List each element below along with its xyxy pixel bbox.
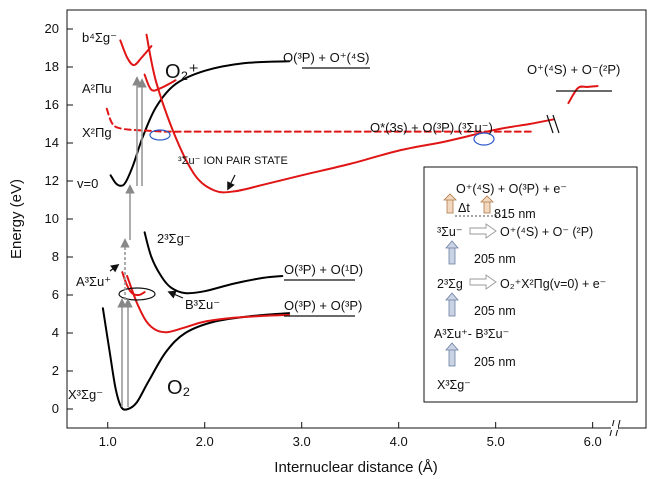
v0-label: v=0 xyxy=(77,176,98,191)
s23-label: 2³Σg⁻ xyxy=(157,231,191,246)
y-tick-label: 16 xyxy=(45,97,59,112)
crossing-circle-a-b xyxy=(118,287,156,301)
inset-arrow-205-a xyxy=(445,240,459,265)
inset-dissociation-arrow xyxy=(469,223,497,239)
y-tick-label: 20 xyxy=(45,21,59,36)
inset-ionization: O₂⁺X²Πg(v=0) + e⁻ xyxy=(500,277,606,291)
potential-curve xyxy=(145,33,555,194)
y-tick-label: 0 xyxy=(52,401,59,416)
y-tick-label: 2 xyxy=(52,363,59,378)
potential-curve xyxy=(126,275,291,334)
x-axis-break-gap xyxy=(611,426,618,430)
inset-sigma-u: ³Σu⁻ xyxy=(437,225,462,239)
crossing-circle-left xyxy=(149,129,171,141)
potential-curve xyxy=(567,85,599,105)
potential-curve xyxy=(101,307,291,411)
y-tick-label: 18 xyxy=(45,59,59,74)
y-tick-label: 6 xyxy=(52,287,59,302)
x-tick-label: 5.0 xyxy=(487,434,505,449)
b3sigma-label: B³Σu⁻ xyxy=(185,297,220,312)
inset-ab-states: A³Σu⁺- B³Σu⁻ xyxy=(434,327,509,341)
x-tick-label: 1.0 xyxy=(99,434,117,449)
a2pi-label: A²Πu xyxy=(82,81,112,96)
inset-815nm: 815 nm xyxy=(494,207,536,221)
y-tick-label: 10 xyxy=(45,211,59,226)
inset-arrow-205-c xyxy=(445,342,459,367)
x-tick-label: 6.0 xyxy=(584,434,602,449)
potential-curve xyxy=(143,231,284,295)
inset-205nm-c: 205 nm xyxy=(474,355,516,369)
inset-ionization-arrow xyxy=(469,274,497,290)
asymptote-3s-label: O*(3s) + O(³P) (³Σu⁻) xyxy=(370,120,493,135)
potential-curve xyxy=(143,73,177,92)
asymptote-1d-label: O(³P) + O(¹D) xyxy=(284,262,363,277)
inset-ground: X³Σg⁻ xyxy=(437,378,471,392)
o2-label: O₂ xyxy=(167,377,190,399)
y-axis-title: Energy (eV) xyxy=(8,179,25,259)
curve-axis-break xyxy=(546,114,560,134)
x-axis-ticks: 1.0 2.0 3.0 4.0 5.0 6.0 xyxy=(99,422,602,449)
o2-plus-label: O₂⁺ xyxy=(165,61,199,83)
inset-dt: Δt xyxy=(458,201,470,215)
y-tick-label: 14 xyxy=(45,135,59,150)
inset-frame xyxy=(423,166,638,403)
asymptote-ion-label: O⁺(⁴S) + O⁻(²P) xyxy=(527,62,620,77)
y-tick-label: 4 xyxy=(52,325,59,340)
inset-205nm-a: 205 nm xyxy=(474,252,516,266)
y-axis-ticks: 0 2 4 6 8 10 12 14 16 18 20 xyxy=(45,21,73,416)
inset-scheme: O⁺(⁴S) + O(³P) + e⁻ Δt 815 nm ³Σu⁻ O⁺(⁴S… xyxy=(423,166,638,403)
x-tick-label: 3.0 xyxy=(293,434,311,449)
excitation-arrows xyxy=(117,76,147,407)
inset-205nm-b: 205 nm xyxy=(474,304,516,318)
crossing-circle-right xyxy=(473,132,495,146)
x-tick-label: 4.0 xyxy=(390,434,408,449)
inset-arrows-815 xyxy=(443,193,506,217)
ion-pair-label: ³Σu⁻ ION PAIR STATE xyxy=(178,155,288,167)
potential-curve xyxy=(121,271,146,297)
inset-ion-products: O⁺(⁴S) + O⁻ (²P) xyxy=(500,225,593,239)
x3sigma-label: X³Σg⁻ xyxy=(68,387,103,402)
asymptote-3p-label: O(³P) + O(³P) xyxy=(284,298,362,313)
x2pi-label: X²Πg xyxy=(82,125,112,140)
b4sigma-label: b⁴Σg⁻ xyxy=(82,30,117,45)
y-tick-label: 12 xyxy=(45,173,59,188)
x-tick-label: 2.0 xyxy=(196,434,214,449)
asymptote-o-plus-label: O(³P) + O⁺(⁴S) xyxy=(283,50,369,65)
a3sigma-label: A³Σu⁺ xyxy=(76,274,111,289)
pointer-arrows xyxy=(109,174,236,299)
potential-curve xyxy=(119,39,153,67)
potential-curve xyxy=(105,107,536,133)
x-axis-title: Internuclear distance (Å) xyxy=(274,459,437,476)
inset-sigma-g2: 2³Σg xyxy=(437,277,463,291)
y-tick-label: 8 xyxy=(52,249,59,264)
inset-arrow-205-b xyxy=(445,292,459,317)
inset-line-products: O⁺(⁴S) + O(³P) + e⁻ xyxy=(456,182,567,196)
